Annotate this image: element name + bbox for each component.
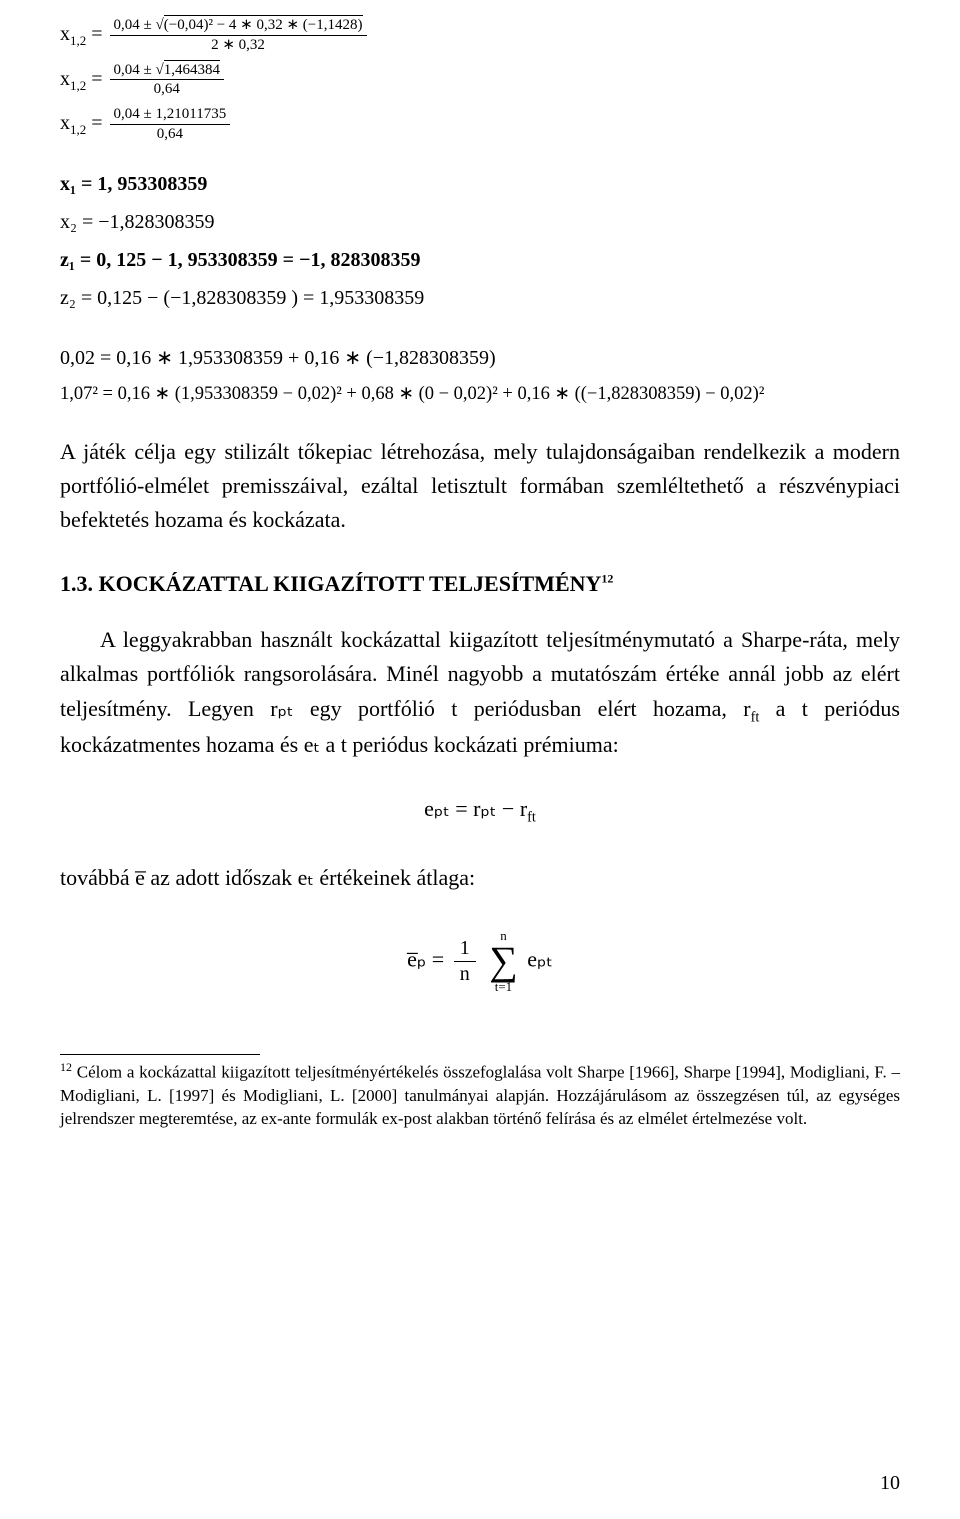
equals-2: = <box>86 67 107 89</box>
equals: = <box>86 23 107 45</box>
frac1-num: 0,04 ± (−0,04)² − 4 ∗ 0,32 ∗ (−1,1428) <box>110 16 367 36</box>
frac2-num: 0,04 ± 1,464384 <box>110 61 224 81</box>
display-ept: eₚₜ = rₚₜ − rft <box>60 796 900 826</box>
sub-12-3: 1,2 <box>70 122 86 137</box>
var-x: x <box>60 23 70 45</box>
disp2-body: eₚₜ <box>527 946 553 971</box>
eq-x12-line1: x1,2 = 0,04 ± (−0,04)² − 4 ∗ 0,32 ∗ (−1,… <box>60 16 900 55</box>
footnote-rule <box>60 1054 260 1055</box>
var-rpt: rₚₜ <box>270 696 293 721</box>
eq-x12-line2: x1,2 = 0,04 ± 1,464384 0,64 <box>60 61 900 100</box>
disp1-body: eₚₜ = rₚₜ − r <box>424 796 527 821</box>
footnote-number: 12 <box>60 1060 72 1074</box>
var-rft-base: r <box>743 696 750 721</box>
display-ebar: e̅ₚ = 1 n n ∑ t=1 eₚₜ <box>60 929 900 994</box>
frac3-den: 0,64 <box>110 125 231 144</box>
equals-3: = <box>86 112 107 134</box>
fraction-1: 0,04 ± (−0,04)² − 4 ∗ 0,32 ∗ (−1,1428) 2… <box>110 16 367 55</box>
var-et: eₜ <box>304 732 320 757</box>
paragraph-sharpe: A leggyakrabban használt kockázattal kii… <box>60 623 900 762</box>
eq-x1: x₁ = 1, 953308359 <box>60 168 900 200</box>
disp2-frac-num: 1 <box>454 936 476 962</box>
heading-text: 1.3. KOCKÁZATTAL KIIGAZÍTOTT TELJESÍTMÉN… <box>60 571 601 596</box>
sigma: n ∑ t=1 <box>489 929 518 994</box>
eq-z1: z₁ = 0, 125 − 1, 953308359 = −1, 8283083… <box>60 244 900 276</box>
sqrt1-rad: (−0,04)² − 4 ∗ 0,32 ∗ (−1,1428) <box>164 15 363 33</box>
eq-check1: 0,02 = 0,16 ∗ 1,953308359 + 0,16 ∗ (−1,8… <box>60 342 900 374</box>
var-x-3: x <box>60 112 70 134</box>
spacer-2 <box>60 320 900 342</box>
p2-b: egy portfólió t periódusban elért hozama… <box>294 696 744 721</box>
sub-12-2: 1,2 <box>70 77 86 92</box>
var-rft: rft <box>743 696 759 721</box>
sqrt2-rad: 1,464384 <box>164 60 220 78</box>
frac2-den: 0,64 <box>110 80 224 99</box>
page-number: 10 <box>880 1472 900 1495</box>
heading-footnote-ref: 12 <box>601 572 613 586</box>
p3-a: továbbá <box>60 865 135 890</box>
frac3-num: 0,04 ± 1,21011735 <box>110 105 231 125</box>
sigma-symbol: ∑ <box>489 942 518 980</box>
paragraph-avg: továbbá e̅ az adott időszak eₜ értékeine… <box>60 861 900 895</box>
var-et-2: eₜ <box>298 865 314 890</box>
disp2-frac: 1 n <box>454 936 476 987</box>
eq-x2: x₂ = −1,828308359 <box>60 206 900 238</box>
eq-z2: z₂ = 0,125 − (−1,828308359 ) = 1,9533083… <box>60 282 900 314</box>
fraction-3: 0,04 ± 1,21011735 0,64 <box>110 105 231 144</box>
pm-text-2: 0,04 ± <box>114 62 156 78</box>
spacer <box>60 150 900 168</box>
pm-text: 0,04 ± <box>114 17 156 33</box>
page: x1,2 = 0,04 ± (−0,04)² − 4 ∗ 0,32 ∗ (−1,… <box>0 0 960 1519</box>
disp2-lhs: e̅ₚ = <box>407 946 450 971</box>
disp1-sub: ft <box>527 810 536 826</box>
sqrt-2: 1,464384 <box>156 61 220 80</box>
sqrt-1: (−0,04)² − 4 ∗ 0,32 ∗ (−1,1428) <box>156 16 363 35</box>
paragraph-aim: A játék célja egy stilizált tőkepiac lét… <box>60 435 900 537</box>
p3-c: értékeinek átlaga: <box>314 865 475 890</box>
eq-x12-line3: x1,2 = 0,04 ± 1,21011735 0,64 <box>60 105 900 144</box>
footnote-text: Célom a kockázattal kiigazított teljesít… <box>60 1063 900 1128</box>
p2-d: a t periódus kockázati prémiuma: <box>320 732 619 757</box>
frac1-den: 2 ∗ 0,32 <box>110 36 367 55</box>
p3-b: az adott időszak <box>145 865 298 890</box>
footnote-12: 12 Célom a kockázattal kiigazított telje… <box>60 1059 900 1130</box>
var-x-2: x <box>60 67 70 89</box>
eq-check2: 1,07² = 0,16 ∗ (1,953308359 − 0,02)² + 0… <box>60 380 900 410</box>
heading-1-3: 1.3. KOCKÁZATTAL KIIGAZÍTOTT TELJESÍTMÉN… <box>60 571 900 597</box>
disp2-frac-den: n <box>454 962 476 987</box>
sub-12: 1,2 <box>70 33 86 48</box>
var-ebar: e̅ <box>135 865 145 890</box>
fraction-2: 0,04 ± 1,464384 0,64 <box>110 61 224 100</box>
